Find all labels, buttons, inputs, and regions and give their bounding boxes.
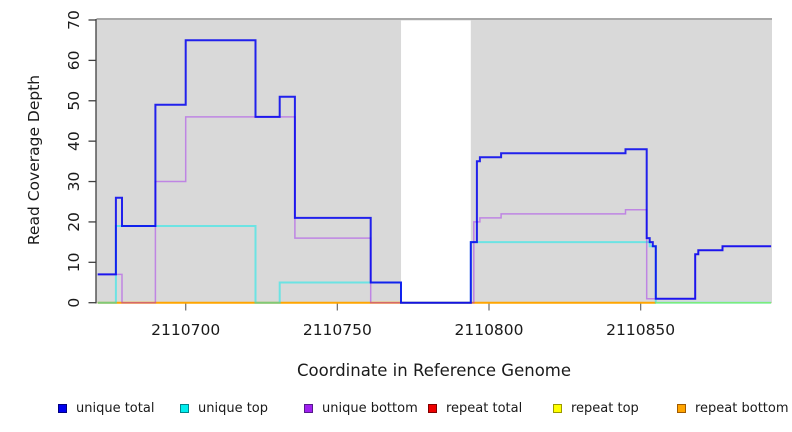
legend-item-unique-bottom: unique bottom bbox=[304, 400, 418, 416]
legend-label-repeat-total: repeat total bbox=[446, 400, 523, 416]
legend-label-unique-total: unique total bbox=[76, 400, 155, 416]
legend-swatch-repeat-top bbox=[553, 403, 562, 413]
series-line-unique-total bbox=[97, 39, 772, 304]
legend-swatch-repeat-bottom bbox=[677, 403, 686, 413]
y-tick-label: 70 bbox=[65, 10, 83, 30]
legend-label-unique-bottom: unique bottom bbox=[322, 400, 418, 416]
legend-swatch-unique-bottom bbox=[304, 403, 313, 413]
legend-item-repeat-total: repeat total bbox=[428, 400, 522, 416]
x-axis-title: Coordinate in Reference Genome bbox=[296, 361, 572, 380]
y-tick-label: 0 bbox=[65, 298, 83, 308]
y-tick-label: 50 bbox=[65, 91, 83, 111]
legend-item-unique-total: unique total bbox=[58, 400, 154, 416]
y-axis-title: Read Coverage Depth bbox=[25, 74, 43, 246]
no-data-band bbox=[401, 20, 471, 303]
legend-item-repeat-top: repeat top bbox=[553, 400, 639, 416]
y-tick-label: 40 bbox=[65, 131, 83, 151]
legend-swatch-repeat-total bbox=[428, 403, 437, 413]
x-tick-label: 2110700 bbox=[151, 321, 220, 339]
legend-label-repeat-top: repeat top bbox=[571, 400, 639, 416]
legend-item-repeat-bottom: repeat bottom bbox=[677, 400, 789, 416]
legend-label-unique-top: unique top bbox=[198, 400, 269, 416]
legend-item-unique-top: unique top bbox=[180, 400, 268, 416]
legend-swatch-unique-top bbox=[180, 403, 189, 413]
x-tick-label: 2110750 bbox=[303, 321, 372, 339]
x-tick-label: 2110800 bbox=[454, 321, 523, 339]
y-tick-label: 20 bbox=[65, 212, 83, 232]
y-tick-label: 10 bbox=[65, 252, 83, 272]
legend-label-repeat-bottom: repeat bottom bbox=[695, 400, 789, 416]
y-tick-label: 60 bbox=[65, 51, 83, 71]
x-tick-label: 2110850 bbox=[606, 321, 675, 339]
legend-swatch-unique-total bbox=[58, 403, 67, 413]
y-tick-label: 30 bbox=[65, 172, 83, 192]
